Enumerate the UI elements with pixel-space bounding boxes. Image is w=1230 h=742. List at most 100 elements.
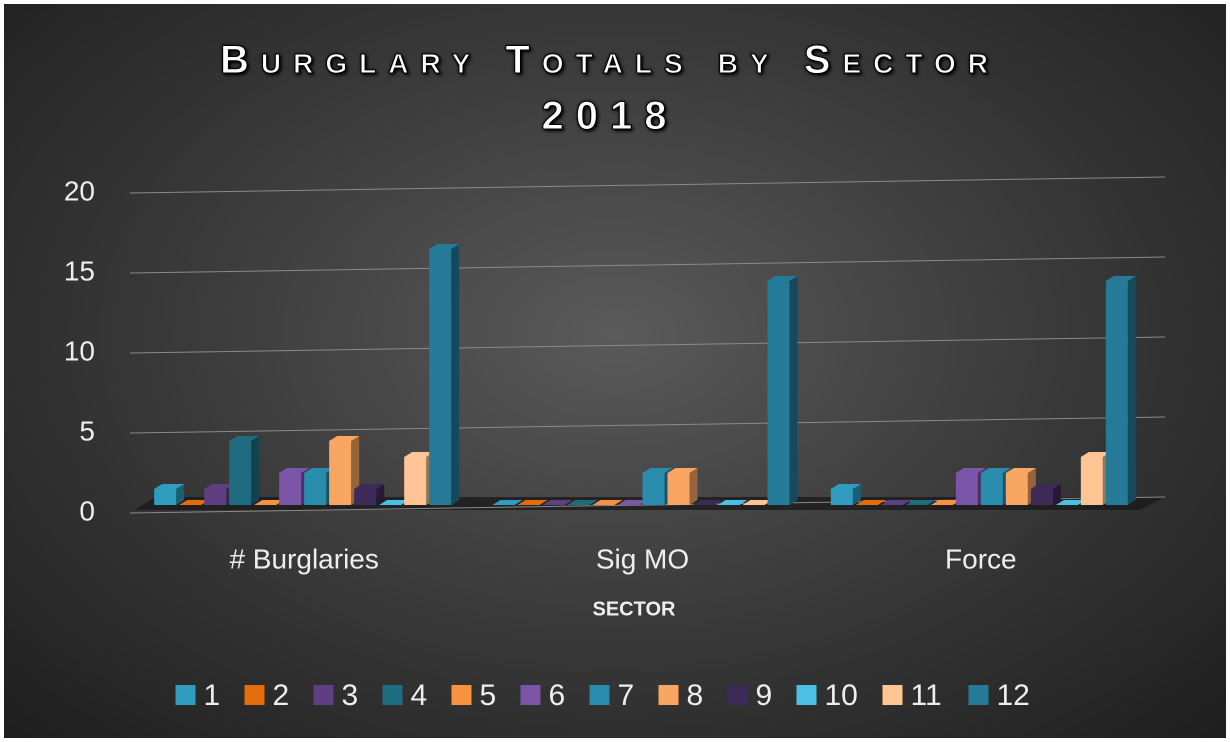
bar bbox=[830, 489, 853, 505]
chart-background bbox=[4, 4, 1226, 738]
bar-top bbox=[1105, 276, 1136, 281]
bar-top bbox=[880, 500, 911, 505]
legend-label: 11 bbox=[911, 679, 942, 712]
legend-label: 6 bbox=[549, 679, 566, 712]
bar-top bbox=[717, 500, 748, 505]
legend-swatch bbox=[175, 685, 196, 705]
bar-top bbox=[742, 500, 773, 505]
legend-swatch bbox=[796, 685, 817, 705]
legend-swatch bbox=[727, 685, 748, 705]
bar bbox=[154, 489, 177, 505]
y-tick-label: 20 bbox=[64, 175, 95, 206]
bar-top bbox=[692, 500, 723, 505]
bar-top bbox=[179, 500, 210, 505]
bar-top bbox=[905, 500, 936, 505]
bar bbox=[980, 473, 1003, 505]
bar bbox=[404, 457, 427, 505]
bar-top bbox=[830, 484, 861, 489]
bar bbox=[204, 489, 227, 505]
bar bbox=[279, 473, 302, 505]
bar bbox=[642, 473, 665, 505]
bar-top bbox=[980, 468, 1011, 473]
bar bbox=[229, 441, 252, 505]
legend-label: 2 bbox=[273, 679, 290, 712]
grid-line bbox=[129, 176, 1166, 194]
x-axis-label: SECTOR bbox=[593, 598, 677, 620]
bar-top bbox=[279, 468, 310, 473]
bar-top bbox=[1030, 484, 1061, 489]
legend-label: 9 bbox=[756, 679, 773, 712]
legend-label: 7 bbox=[618, 679, 635, 712]
x-tick-label: # Burglaries bbox=[229, 543, 378, 574]
x-tick-label: Sig MO bbox=[596, 543, 689, 574]
bar-side bbox=[451, 244, 460, 505]
bar-side bbox=[1052, 484, 1061, 505]
bar-side bbox=[376, 484, 385, 505]
bar-top bbox=[404, 452, 435, 457]
y-tick-label: 0 bbox=[79, 495, 95, 526]
bar-side bbox=[689, 468, 698, 505]
grid-line bbox=[129, 336, 1166, 354]
legend-label: 5 bbox=[480, 679, 497, 712]
bar-top bbox=[429, 244, 460, 249]
chart-title: Burglary Totals by Sector 2018 bbox=[220, 38, 1000, 139]
legend-label: 8 bbox=[687, 679, 704, 712]
legend-swatch bbox=[968, 685, 989, 705]
y-tick-label: 10 bbox=[64, 335, 95, 366]
bar bbox=[329, 441, 352, 505]
bar-top bbox=[1055, 500, 1086, 505]
legend-label: 3 bbox=[342, 679, 359, 712]
bar-top bbox=[617, 500, 648, 505]
bar-top bbox=[154, 484, 185, 489]
bar-top bbox=[767, 276, 798, 281]
legend-swatch bbox=[589, 685, 610, 705]
grid-line bbox=[129, 416, 1166, 434]
bar-top bbox=[354, 484, 385, 489]
y-tick-label: 5 bbox=[79, 415, 95, 446]
legend-swatch bbox=[882, 685, 903, 705]
bar-top bbox=[955, 468, 986, 473]
bar bbox=[1030, 489, 1053, 505]
y-tick-label: 15 bbox=[64, 255, 95, 286]
legend-label: 1 bbox=[204, 679, 221, 712]
legend-swatch bbox=[658, 685, 679, 705]
bar-side bbox=[176, 484, 185, 505]
bar-top bbox=[855, 500, 886, 505]
bar-side bbox=[789, 276, 798, 505]
x-tick-label: Force bbox=[945, 543, 1017, 574]
bar bbox=[304, 473, 327, 505]
bar-top bbox=[379, 500, 410, 505]
bar-top bbox=[304, 468, 335, 473]
bar bbox=[354, 489, 377, 505]
legend-label: 4 bbox=[411, 679, 428, 712]
bar-side bbox=[251, 436, 260, 505]
bar-top bbox=[229, 436, 260, 441]
bar-top bbox=[204, 484, 235, 489]
bar-top bbox=[1005, 468, 1036, 473]
legend-swatch bbox=[382, 685, 403, 705]
bar-top bbox=[517, 500, 548, 505]
bar-side bbox=[852, 484, 861, 505]
bar bbox=[767, 281, 790, 505]
bar-top bbox=[592, 500, 623, 505]
bar-top bbox=[642, 468, 673, 473]
bar bbox=[429, 249, 452, 505]
legend-swatch bbox=[313, 685, 334, 705]
bar-top bbox=[492, 500, 523, 505]
bar-top bbox=[542, 500, 573, 505]
legend-swatch bbox=[520, 685, 541, 705]
bar-top bbox=[254, 500, 285, 505]
bar-top bbox=[1080, 452, 1111, 457]
bar bbox=[955, 473, 978, 505]
bar-top bbox=[667, 468, 698, 473]
legend-label: 12 bbox=[997, 679, 1030, 712]
bar bbox=[1005, 473, 1028, 505]
grid-line bbox=[129, 256, 1166, 274]
bar-top bbox=[329, 436, 360, 441]
bar-top bbox=[930, 500, 961, 505]
bar-top bbox=[567, 500, 598, 505]
legend-swatch bbox=[451, 685, 472, 705]
bar-side bbox=[1127, 276, 1136, 505]
